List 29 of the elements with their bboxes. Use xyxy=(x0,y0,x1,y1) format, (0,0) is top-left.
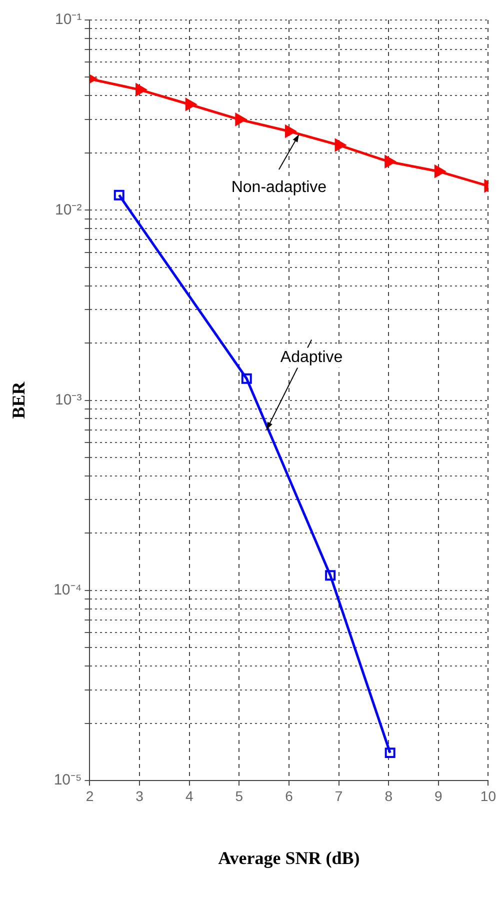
x-tick-label: 6 xyxy=(285,788,294,804)
y-tick-label: 10⁻² xyxy=(55,201,82,218)
point xyxy=(384,155,396,168)
point xyxy=(325,570,336,581)
point xyxy=(114,190,124,200)
y-tick-label: 10⁻¹ xyxy=(55,11,82,28)
annotation: Non-adaptive xyxy=(231,178,327,196)
y-tick-label: 10⁻⁵ xyxy=(54,772,82,789)
x-tick-label: 8 xyxy=(384,788,393,804)
point xyxy=(334,138,346,152)
point xyxy=(136,84,147,96)
x-tick-label: 9 xyxy=(434,788,443,804)
x-axis-title: Average SNR (dB) xyxy=(218,848,360,868)
annotation: Adaptive xyxy=(280,349,343,366)
y-tick-label: 10⁻³ xyxy=(55,391,82,408)
y-axis-title: BER xyxy=(8,380,28,419)
point xyxy=(235,113,246,126)
point xyxy=(434,165,446,178)
x-tick-label: 3 xyxy=(136,788,144,804)
x-tick-label: 5 xyxy=(235,788,244,804)
y-tick-label: 10⁻⁴ xyxy=(54,582,82,599)
point xyxy=(241,373,252,384)
x-tick-label: 4 xyxy=(185,788,194,804)
x-tick-label: 10 xyxy=(480,788,496,804)
point xyxy=(384,748,396,758)
point xyxy=(185,98,196,111)
point xyxy=(284,125,296,138)
x-tick-label: 2 xyxy=(86,788,94,804)
x-tick-label: 7 xyxy=(334,788,343,804)
